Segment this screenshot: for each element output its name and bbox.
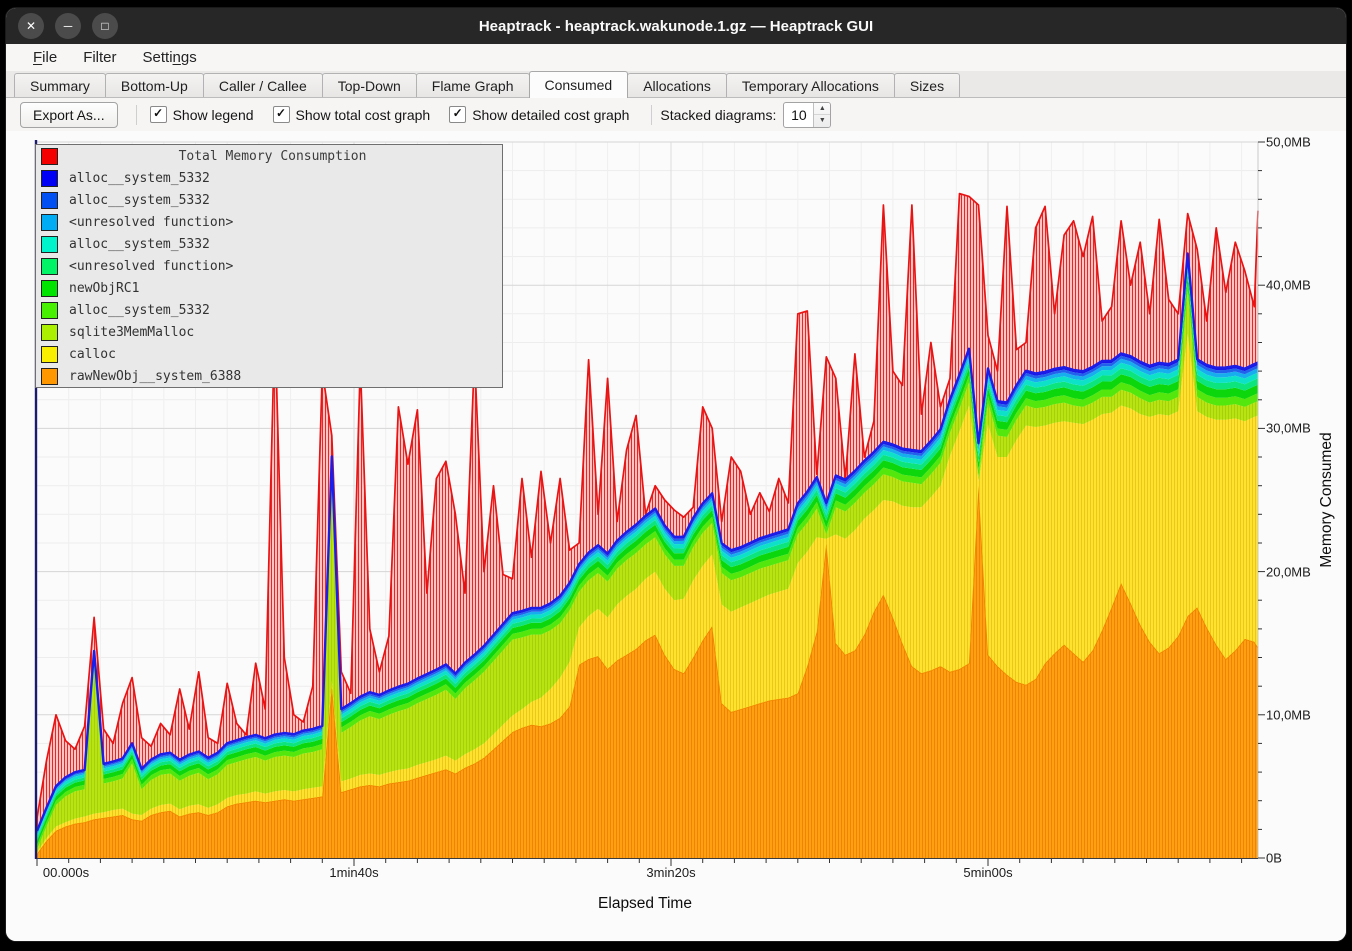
- legend-label: alloc__system_5332: [69, 302, 210, 318]
- y-tick-label: 20,0MB: [1266, 564, 1311, 580]
- legend-swatch: [41, 147, 58, 165]
- y-tick-label: 50,0MB: [1266, 134, 1311, 150]
- toolbar: Export As... ✓ Show legend ✓ Show total cos…: [6, 98, 1346, 131]
- y-axis-title: Memory Consumed: [1318, 432, 1335, 568]
- legend-label: calloc: [69, 346, 116, 362]
- stacked-diagrams-control: Stacked diagrams: 10 ▲ ▼: [660, 101, 832, 128]
- checkbox-box: ✓: [272, 106, 290, 123]
- legend-swatch: [41, 367, 58, 385]
- legend-row[interactable]: alloc__system_5332: [36, 189, 502, 211]
- legend-row[interactable]: alloc__system_5332: [36, 299, 502, 321]
- legend-title-row[interactable]: Total Memory Consumption: [36, 145, 502, 167]
- legend-swatch: [41, 191, 58, 209]
- spin-down-icon[interactable]: ▼: [818, 117, 826, 124]
- maximize-icon: □: [101, 19, 109, 33]
- checkbox-label: Show total cost graph: [295, 106, 431, 123]
- legend-row[interactable]: alloc__system_5332: [36, 167, 502, 189]
- checkbox-label: Show detailed cost graph: [472, 106, 630, 123]
- y-tick-label: 40,0MB: [1266, 277, 1311, 293]
- x-tick-label: 00.000s: [42, 865, 90, 880]
- toolbar-separator-2: [651, 104, 653, 125]
- maximize-button[interactable]: □: [92, 13, 118, 39]
- tabbar: Summary Bottom-Up Caller / Callee Top-Down F…: [6, 71, 1346, 98]
- legend-label: alloc__system_5332: [69, 192, 210, 208]
- menu-filter[interactable]: Filter: [83, 49, 117, 66]
- legend-label: alloc__system_5332: [69, 236, 210, 252]
- legend-swatch: [41, 301, 58, 319]
- legend-title: Total Memory Consumption: [178, 148, 367, 164]
- legend-row[interactable]: sqlite3MemMalloc: [36, 321, 502, 343]
- checkbox-label: Show legend: [172, 106, 254, 123]
- legend-label: newObjRC1: [69, 280, 140, 296]
- legend-row[interactable]: newObjRC1: [36, 277, 502, 299]
- stacked-diagrams-label: Stacked diagrams:: [660, 106, 777, 123]
- x-tick-label: 3min20s: [646, 865, 696, 880]
- tab-caller-callee[interactable]: Caller / Callee: [202, 73, 323, 97]
- close-icon: ✕: [25, 19, 37, 33]
- app-window: ✕ ─ □ Heaptrack - heaptrack.wakunode.1.gz …: [6, 8, 1346, 941]
- checkbox-show-legend[interactable]: ✓ Show legend: [145, 106, 259, 123]
- legend-row[interactable]: alloc__system_5332: [36, 233, 502, 255]
- legend-row[interactable]: rawNewObj__system_6388: [36, 365, 502, 387]
- window-controls: ✕ ─ □: [18, 13, 118, 39]
- spin-up-icon[interactable]: ▲: [814, 103, 831, 115]
- export-as-button[interactable]: Export As...: [20, 101, 118, 128]
- legend-label: <unresolved function>: [69, 258, 234, 274]
- stacked-diagrams-value: 10: [791, 106, 807, 123]
- legend-label: sqlite3MemMalloc: [69, 324, 195, 340]
- tab-summary[interactable]: Summary: [14, 73, 106, 97]
- spinner-arrows: ▲ ▼: [813, 102, 831, 127]
- checkbox-box: ✓: [149, 106, 167, 123]
- menu-settings[interactable]: Settings: [142, 49, 197, 66]
- legend: Total Memory Consumption alloc__system_53…: [35, 144, 503, 388]
- minimize-button[interactable]: ─: [55, 13, 81, 39]
- minimize-icon: ─: [63, 19, 73, 33]
- chart-layer: 0B 10,0MB 20,0MB 30,0MB 40,0MB 50,0MB 00.000s 1…: [6, 8, 1346, 941]
- tab-flame-graph[interactable]: Flame Graph: [415, 73, 530, 97]
- tab-consumed[interactable]: Consumed: [528, 71, 629, 98]
- tab-bottom-up[interactable]: Bottom-Up: [104, 73, 204, 97]
- close-button[interactable]: ✕: [18, 13, 44, 39]
- legend-swatch: [41, 279, 58, 297]
- checkbox-show-total-cost-graph[interactable]: ✓ Show total cost graph: [268, 106, 436, 123]
- x-tick-label: 1min40s: [329, 865, 379, 880]
- checkbox-box: ✓: [449, 106, 467, 123]
- legend-label: alloc__system_5332: [69, 170, 210, 186]
- menu-file[interactable]: File: [33, 49, 58, 66]
- legend-swatch: [41, 323, 58, 341]
- toolbar-separator: [135, 104, 137, 125]
- title-bar: ✕ ─ □ Heaptrack - heaptrack.wakunode.1.gz …: [6, 8, 1346, 44]
- y-tick-label: 30,0MB: [1266, 420, 1311, 436]
- tab-allocations[interactable]: Allocations: [627, 73, 727, 97]
- legend-row[interactable]: <unresolved function>: [36, 255, 502, 277]
- legend-swatch: [41, 345, 58, 363]
- y-tick-label: 10,0MB: [1266, 707, 1311, 723]
- legend-label: rawNewObj__system_6388: [69, 368, 242, 384]
- checkbox-show-detailed-cost-graph[interactable]: ✓ Show detailed cost graph: [444, 106, 634, 123]
- stacked-diagrams-spinner[interactable]: 10 ▲ ▼: [783, 101, 832, 128]
- legend-swatch: [41, 235, 58, 253]
- tab-top-down[interactable]: Top-Down: [321, 73, 417, 97]
- legend-swatch: [41, 169, 58, 187]
- menubar: File Filter Settings: [6, 44, 1346, 71]
- tab-sizes[interactable]: Sizes: [893, 73, 961, 97]
- window-title: Heaptrack - heaptrack.wakunode.1.gz — He…: [478, 17, 874, 35]
- legend-swatch: [41, 213, 58, 231]
- toolbar-checkboxes: ✓ Show legend ✓ Show total cost graph ✓ Show …: [145, 106, 644, 123]
- legend-row[interactable]: calloc: [36, 343, 502, 365]
- legend-swatch: [41, 257, 58, 275]
- y-tick-label: 0B: [1266, 850, 1282, 866]
- x-tick-label: 5min00s: [963, 865, 1013, 880]
- x-axis-title: Elapsed Time: [598, 895, 692, 912]
- consumed-chart-region: 0B 10,0MB 20,0MB 30,0MB 40,0MB 50,0MB 00.000s 1…: [6, 131, 1346, 941]
- legend-row[interactable]: <unresolved function>: [36, 211, 502, 233]
- legend-label: <unresolved function>: [69, 214, 234, 230]
- tab-temporary-allocations[interactable]: Temporary Allocations: [725, 73, 895, 97]
